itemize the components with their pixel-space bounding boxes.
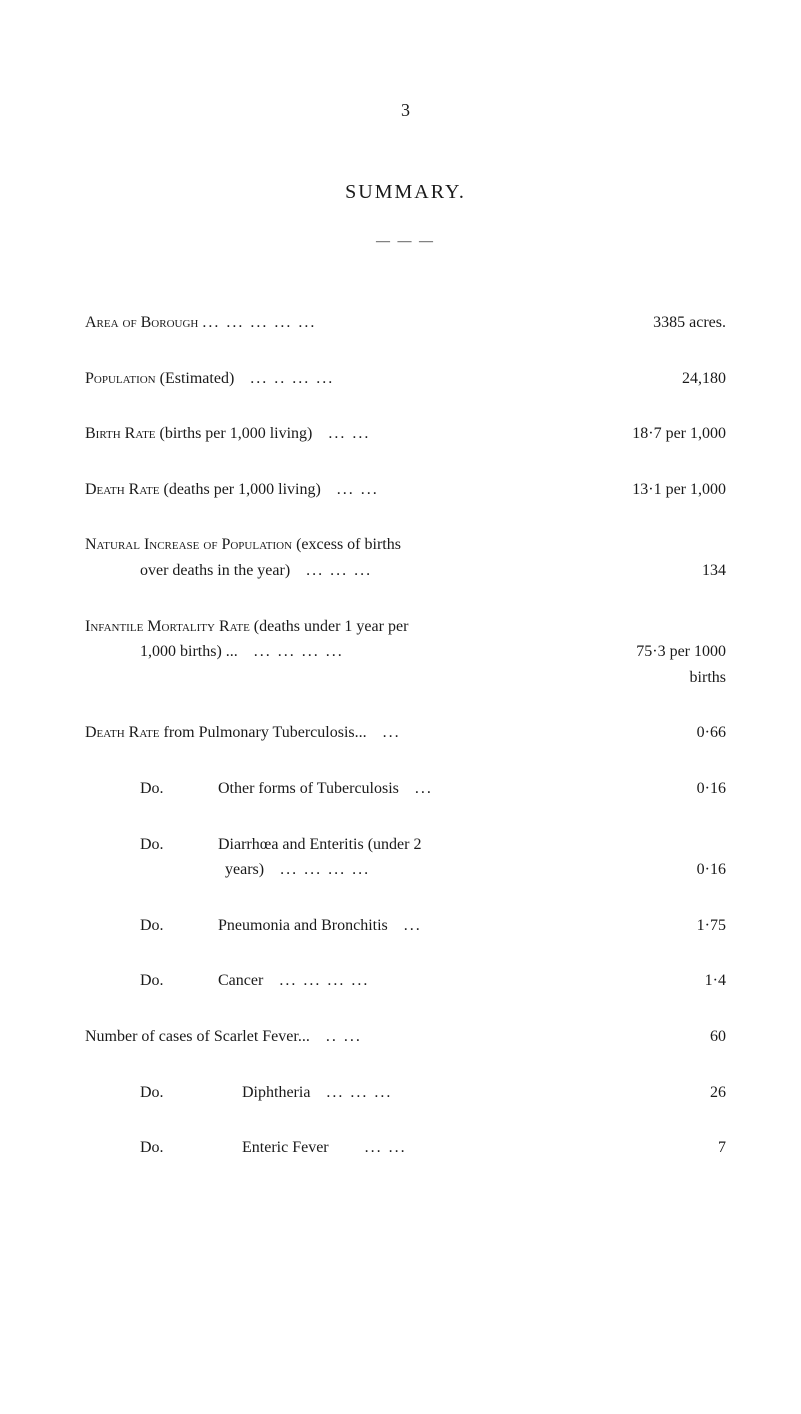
do-label: Do. — [140, 1135, 190, 1161]
label-area-smallcaps: Area of Borough — [85, 314, 198, 331]
dots: ... ... ... ... — [254, 643, 344, 660]
label-enteric-fever: Do. Enteric Fever ... ... — [85, 1135, 703, 1161]
label-natural-increase-line1: Natural Increase of Population (excess o… — [85, 532, 726, 558]
value-population: 24,180 — [667, 366, 726, 392]
label-other-tb-text: Other forms of Tuberculosis — [218, 780, 399, 797]
entry-birth-rate: Birth Rate (births per 1,000 living) ...… — [85, 421, 726, 447]
summary-title: SUMMARY. — [85, 181, 726, 204]
value-other-tb: 0·16 — [682, 776, 726, 802]
label-pulmonary-tb-rest: from Pulmonary Tuberculosis... — [160, 724, 367, 741]
value-diphtheria: 26 — [695, 1080, 726, 1106]
label-pneumonia: Do. Pneumonia and Bronchitis ... — [85, 913, 682, 939]
label-enteric-fever-text: Enteric Fever — [242, 1139, 329, 1156]
value-infantile-mortality: 75·3 per 1000 — [621, 639, 726, 665]
entry-other-tb: Do. Other forms of Tuberculosis ... 0·16 — [85, 776, 726, 802]
value-scarlet-fever: 60 — [695, 1024, 726, 1050]
label-natural-increase-line2: over deaths in the year) ... ... ... — [85, 558, 687, 584]
dots: .. ... — [326, 1028, 362, 1045]
value-diarrhoea: 0·16 — [682, 857, 726, 883]
value-natural-increase: 134 — [687, 558, 726, 584]
entry-infantile-mortality-line2: 1,000 births) ... ... ... ... ... 75·3 p… — [85, 639, 726, 665]
entry-diarrhoea-line1: Do. Diarrhœa and Enteritis (under 2 — [85, 832, 726, 858]
label-population-rest: (Estimated) — [156, 370, 235, 387]
label-infantile-mortality-line1: Infantile Mortality Rate (deaths under 1… — [85, 614, 726, 640]
entry-diarrhoea-line2: years) ... ... ... ... 0·16 — [85, 857, 726, 883]
do-label: Do. — [140, 1080, 190, 1106]
entry-pneumonia: Do. Pneumonia and Bronchitis ... 1·75 — [85, 913, 726, 939]
label-natural-increase-smallcaps: Natural Increase of Population — [85, 536, 292, 553]
label-death-rate-rest: (deaths per 1,000 living) — [160, 481, 321, 498]
label-diarrhoea-line2-text: years) — [225, 861, 264, 878]
label-diphtheria: Do. Diphtheria ... ... ... — [85, 1080, 695, 1106]
dots: ... — [383, 724, 401, 741]
label-pulmonary-tb: Death Rate from Pulmonary Tuberculosis..… — [85, 720, 682, 746]
dots: ... ... — [365, 1139, 407, 1156]
do-label: Do. — [140, 968, 190, 994]
divider-line: — — — — [85, 234, 726, 250]
label-diarrhoea-text: Diarrhœa and Enteritis (under 2 — [218, 836, 421, 853]
label-diarrhoea-line1: Do. Diarrhœa and Enteritis (under 2 — [85, 832, 726, 858]
entry-pulmonary-tb: Death Rate from Pulmonary Tuberculosis..… — [85, 720, 726, 746]
label-infantile-mortality-smallcaps: Infantile Mortality Rate — [85, 618, 250, 635]
entry-death-rate: Death Rate (deaths per 1,000 living) ...… — [85, 477, 726, 503]
value-enteric-fever: 7 — [703, 1135, 726, 1161]
entry-area: Area of Borough ... ... ... ... ... 3385… — [85, 310, 726, 336]
label-infantile-mortality-rest: (deaths under 1 year per — [250, 618, 409, 635]
dots: ... ... — [337, 481, 379, 498]
label-natural-increase-line2-text: over deaths in the year) — [140, 562, 290, 579]
value-pneumonia: 1·75 — [682, 913, 726, 939]
label-scarlet-fever: Number of cases of Scarlet Fever... .. .… — [85, 1024, 695, 1050]
label-birth-rate: Birth Rate (births per 1,000 living) ...… — [85, 421, 617, 447]
entry-enteric-fever: Do. Enteric Fever ... ... 7 — [85, 1135, 726, 1161]
value-area: 3385 acres. — [638, 310, 726, 336]
label-natural-increase-rest: (excess of births — [292, 536, 401, 553]
value-cancer: 1·4 — [690, 968, 726, 994]
page-number: 3 — [85, 100, 726, 121]
label-population-smallcaps: Population — [85, 370, 156, 387]
entry-population: Population (Estimated) ... .. ... ... 24… — [85, 366, 726, 392]
label-birth-rate-rest: (births per 1,000 living) — [156, 425, 313, 442]
label-pulmonary-tb-smallcaps: Death Rate — [85, 724, 160, 741]
value-death-rate: 13·1 per 1,000 — [617, 477, 726, 503]
entry-diphtheria: Do. Diphtheria ... ... ... 26 — [85, 1080, 726, 1106]
dots: ... ... — [328, 425, 370, 442]
label-other-tb: Do. Other forms of Tuberculosis ... — [85, 776, 682, 802]
label-infantile-mortality-line2-text: 1,000 births) ... — [140, 643, 238, 660]
entry-infantile-mortality-line1: Infantile Mortality Rate (deaths under 1… — [85, 614, 726, 640]
label-pneumonia-text: Pneumonia and Bronchitis — [218, 917, 388, 934]
dots: ... ... ... — [306, 562, 372, 579]
label-birth-rate-smallcaps: Birth Rate — [85, 425, 156, 442]
entry-scarlet-fever: Number of cases of Scarlet Fever... .. .… — [85, 1024, 726, 1050]
label-infantile-mortality-line2: 1,000 births) ... ... ... ... ... — [85, 639, 621, 665]
entry-natural-increase-line2: over deaths in the year) ... ... ... 134 — [85, 558, 726, 584]
label-infantile-mortality-line3 — [85, 665, 675, 691]
label-death-rate: Death Rate (deaths per 1,000 living) ...… — [85, 477, 617, 503]
do-label: Do. — [140, 776, 190, 802]
do-label: Do. — [140, 832, 190, 858]
do-label: Do. — [140, 913, 190, 939]
value-pulmonary-tb: 0·66 — [682, 720, 726, 746]
label-area: Area of Borough ... ... ... ... ... — [85, 310, 638, 336]
dots: ... ... ... ... ... — [202, 314, 316, 331]
dots: ... ... ... ... — [280, 861, 370, 878]
dots: ... .. ... ... — [250, 370, 334, 387]
label-cancer: Do. Cancer ... ... ... ... — [85, 968, 690, 994]
label-death-rate-smallcaps: Death Rate — [85, 481, 160, 498]
label-diphtheria-text: Diphtheria — [242, 1084, 310, 1101]
label-population: Population (Estimated) ... .. ... ... — [85, 366, 667, 392]
label-scarlet-fever-text: Number of cases of Scarlet Fever... — [85, 1028, 310, 1045]
dots: ... ... ... ... — [279, 972, 369, 989]
label-diarrhoea-line2: years) ... ... ... ... — [85, 857, 682, 883]
dots: ... — [415, 780, 433, 797]
value-infantile-mortality-sub: births — [675, 665, 726, 691]
dots: ... ... ... — [326, 1084, 392, 1101]
entry-infantile-mortality-line3: births — [85, 665, 726, 691]
label-cancer-text: Cancer — [218, 972, 263, 989]
entry-natural-increase-line1: Natural Increase of Population (excess o… — [85, 532, 726, 558]
entry-cancer: Do. Cancer ... ... ... ... 1·4 — [85, 968, 726, 994]
dots: ... — [404, 917, 422, 934]
value-birth-rate: 18·7 per 1,000 — [617, 421, 726, 447]
